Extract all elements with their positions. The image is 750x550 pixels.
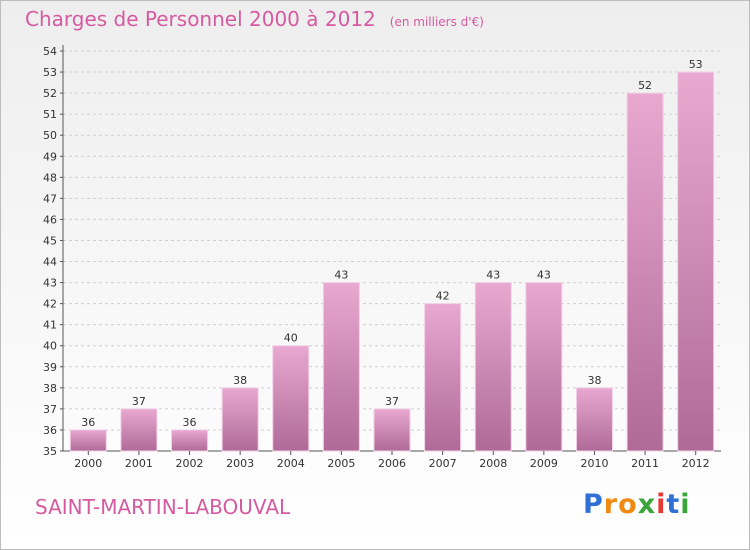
- chart-subtitle: (en milliers d'€): [389, 15, 484, 29]
- bar-2001: [120, 408, 158, 452]
- bar-2009: [525, 282, 563, 452]
- y-tick-labels: 35 36 37 38 39 40 41 42 43 44 45 46 47 48 49 50 51 52 53 54: [43, 45, 63, 458]
- y-tick-label: 36: [43, 424, 57, 437]
- data-label-2003: 38: [233, 374, 247, 387]
- x-tick-label-2006: 2006: [378, 457, 406, 470]
- bar-2010: [575, 387, 613, 452]
- data-label-2010: 38: [587, 374, 601, 387]
- data-label-2006: 37: [385, 395, 399, 408]
- axes: [62, 45, 721, 452]
- y-tick-label: 44: [43, 256, 57, 269]
- y-tick-label: 48: [43, 171, 57, 184]
- logo-letter: x: [637, 489, 657, 520]
- bar-2008: [474, 282, 512, 452]
- y-tick-label: 40: [43, 340, 57, 353]
- logo-letter: o: [618, 489, 638, 520]
- data-label-2008: 43: [486, 269, 500, 282]
- bar-2004: [272, 345, 310, 452]
- bar-2012: [677, 71, 715, 452]
- grid-lines: [63, 50, 721, 452]
- x-tick-label-2004: 2004: [277, 457, 305, 470]
- bar-2007: [424, 303, 462, 452]
- data-label-2004: 40: [284, 332, 298, 345]
- bar-2002: [171, 429, 209, 452]
- y-tick-label: 37: [43, 403, 57, 416]
- y-tick-label: 54: [43, 45, 57, 58]
- y-tick-label: 45: [43, 234, 57, 247]
- data-label-2007: 42: [436, 290, 450, 303]
- data-label-2011: 52: [638, 79, 652, 92]
- bar-2006: [373, 408, 411, 452]
- x-tick-label-2011: 2011: [631, 457, 659, 470]
- y-tick-label: 50: [43, 129, 57, 142]
- bars: [69, 71, 715, 452]
- x-tick-label-2005: 2005: [327, 457, 355, 470]
- x-tick-labels: 2000 2001 2002 2003 2004 2005 2006 2007 2008 2009…: [74, 451, 710, 470]
- y-tick-label: 42: [43, 298, 57, 311]
- y-tick-label: 43: [43, 277, 57, 290]
- data-label-2012: 53: [689, 58, 703, 71]
- chart-title: Charges de Personnel 2000 à 2012 (en mill…: [25, 7, 484, 31]
- proxiti-logo: Proxiti: [583, 489, 691, 520]
- y-tick-label: 41: [43, 319, 57, 332]
- logo-letter: P: [583, 489, 604, 520]
- x-tick-label-2000: 2000: [74, 457, 102, 470]
- x-tick-label-2010: 2010: [580, 457, 608, 470]
- y-tick-label: 39: [43, 361, 57, 374]
- logo-letter: i: [680, 489, 691, 520]
- y-tick-label: 49: [43, 150, 57, 163]
- y-tick-label: 35: [43, 445, 57, 458]
- x-tick-label-2001: 2001: [125, 457, 153, 470]
- x-tick-label-2007: 2007: [429, 457, 457, 470]
- bar-2005: [322, 282, 360, 452]
- logo-letter: i: [656, 489, 667, 520]
- y-tick-label: 53: [43, 66, 57, 79]
- y-tick-label: 38: [43, 382, 57, 395]
- y-tick-label: 47: [43, 192, 57, 205]
- x-tick-label-2003: 2003: [226, 457, 254, 470]
- y-tick-label: 51: [43, 108, 57, 121]
- data-label-2002: 36: [183, 416, 197, 429]
- chart-title-text: Charges de Personnel 2000 à 2012: [25, 7, 376, 31]
- logo-letter: r: [603, 489, 619, 520]
- data-label-2000: 36: [81, 416, 95, 429]
- y-tick-label: 46: [43, 213, 57, 226]
- x-tick-label-2009: 2009: [530, 457, 558, 470]
- data-label-2005: 43: [334, 269, 348, 282]
- commune-name: SAINT-MARTIN-LABOUVAL: [35, 495, 291, 519]
- x-tick-label-2008: 2008: [479, 457, 507, 470]
- y-tick-label: 52: [43, 87, 57, 100]
- bar-2011: [626, 92, 664, 452]
- data-labels: 36 37 36 38 40 43 37 42 43 43 38 52 53: [81, 58, 702, 429]
- data-label-2001: 37: [132, 395, 146, 408]
- bar-2003: [221, 387, 259, 452]
- logo-letter: t: [666, 489, 681, 520]
- data-label-2009: 43: [537, 269, 551, 282]
- x-tick-label-2002: 2002: [176, 457, 204, 470]
- x-tick-label-2012: 2012: [682, 457, 710, 470]
- bar-2000: [69, 429, 107, 452]
